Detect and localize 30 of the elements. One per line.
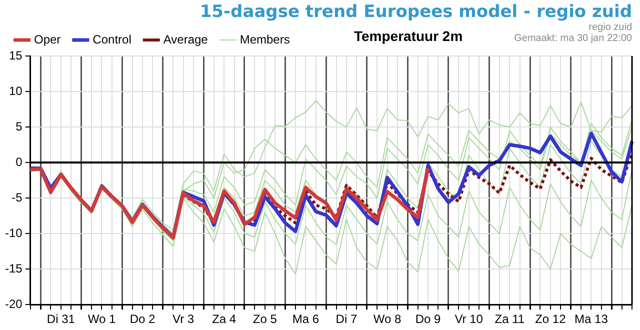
x-tick-label: Zo 12 xyxy=(535,312,566,326)
x-tick-label: Di 7 xyxy=(336,312,358,326)
chart-subtitle: Temperatuur 2m xyxy=(354,28,463,44)
y-tick-label: -10 xyxy=(5,226,23,240)
x-tick-label: Vr 10 xyxy=(454,312,484,326)
x-tick-label: Wo 1 xyxy=(88,312,116,326)
y-tick-label: 15 xyxy=(8,48,23,62)
legend-label: Control xyxy=(92,32,132,46)
y-tick-label: -15 xyxy=(5,261,23,276)
x-tick-label: Ma 6 xyxy=(292,312,320,326)
legend-label: Members xyxy=(240,32,290,46)
text: Gemaakt: ma 30 jan 22:00 xyxy=(514,33,632,44)
x-tick-label: Do 2 xyxy=(130,312,156,326)
x-tick-label: Do 9 xyxy=(415,312,442,326)
x-tick-label: Za 4 xyxy=(212,312,236,326)
y-tick-label: 0 xyxy=(16,154,23,169)
text: regio zuid xyxy=(588,22,632,33)
y-tick-label: 10 xyxy=(8,84,23,98)
legend-label: Average xyxy=(163,32,208,46)
x-tick-label: Di 31 xyxy=(46,312,76,326)
y-tick-label: -5 xyxy=(12,190,23,204)
x-tick-label: Ma 13 xyxy=(574,312,608,326)
x-tick-label: Za 11 xyxy=(494,312,525,326)
y-tick-label: -20 xyxy=(5,296,23,311)
y-tick-label: 5 xyxy=(16,119,23,134)
legend-label: Oper xyxy=(34,32,61,46)
x-tick-label: Vr 3 xyxy=(172,312,194,326)
x-tick-label: Wo 8 xyxy=(373,312,402,326)
x-tick-label: Zo 5 xyxy=(252,312,278,326)
chart-title: 15-daagse trend Europees model - regio zuid xyxy=(200,2,632,22)
